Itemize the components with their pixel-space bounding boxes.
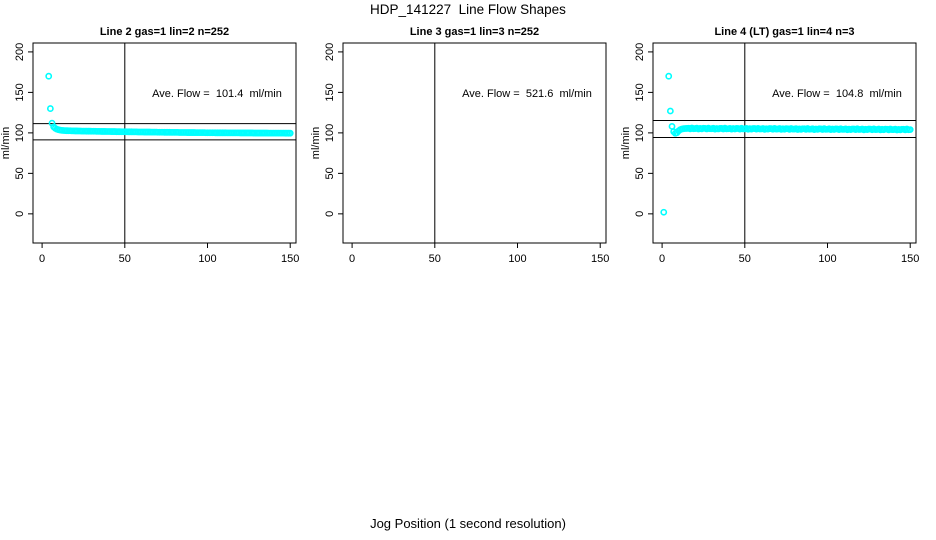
x-tick-label: 150 xyxy=(591,253,609,265)
ave-flow-annotation: Ave. Flow = 101.4 ml/min xyxy=(152,88,282,100)
y-axis-ticks: 0 50 100 150 200 xyxy=(634,43,653,217)
x-axis-ticks: 0 50 100 150 xyxy=(39,243,299,265)
panel-title: Line 2 gas=1 lin=2 n=252 xyxy=(99,26,230,38)
y-tick-label: 100 xyxy=(14,124,26,142)
y-tick-label: 200 xyxy=(634,43,646,61)
data-point xyxy=(666,107,674,115)
y-axis-ticks: 0 50 100 150 200 xyxy=(324,43,343,217)
x-axis-ticks: 0 50 100 150 xyxy=(659,243,919,265)
y-tick-label: 0 xyxy=(14,211,26,217)
data-points xyxy=(660,72,914,216)
data-point xyxy=(660,208,668,216)
main-title: HDP_141227 Line Flow Shapes xyxy=(370,2,566,17)
panel-title: Line 3 gas=1 lin=3 n=252 xyxy=(409,26,540,38)
x-tick-label: 150 xyxy=(281,253,299,265)
y-tick-label: 100 xyxy=(324,124,336,142)
ave-flow-annotation: Ave. Flow = 521.6 ml/min xyxy=(462,88,592,100)
x-tick-label: 0 xyxy=(349,253,355,265)
y-tick-label: 50 xyxy=(634,167,646,179)
x-axis-label: Jog Position (1 second resolution) xyxy=(370,516,566,531)
x-axis-ticks: 0 50 100 150 xyxy=(349,243,609,265)
data-point xyxy=(286,129,294,137)
data-points xyxy=(45,72,294,137)
y-axis-ticks: 0 50 100 150 200 xyxy=(14,43,33,217)
plot-box xyxy=(342,42,607,244)
x-tick-label: 50 xyxy=(429,253,441,265)
y-tick-label: 150 xyxy=(14,83,26,101)
x-tick-label: 0 xyxy=(659,253,665,265)
plot-box xyxy=(652,42,917,244)
y-tick-label: 0 xyxy=(324,211,336,217)
y-tick-label: 100 xyxy=(634,124,646,142)
x-tick-label: 100 xyxy=(198,253,216,265)
data-point xyxy=(906,126,914,134)
y-tick-label: 150 xyxy=(634,83,646,101)
data-point xyxy=(668,123,676,130)
x-tick-label: 50 xyxy=(119,253,131,265)
plot-box xyxy=(32,42,297,244)
panel-line-3: Line 3 gas=1 lin=3 n=252 ml/min Ave. Flo… xyxy=(310,0,622,290)
y-tick-label: 200 xyxy=(14,43,26,61)
x-tick-label: 0 xyxy=(39,253,45,265)
y-tick-label: 150 xyxy=(324,83,336,101)
panel-line-2: Line 2 gas=1 lin=2 n=252 ml/min Ave. Flo… xyxy=(0,0,312,290)
ave-flow-annotation: Ave. Flow = 104.8 ml/min xyxy=(772,88,902,100)
panel-title: Line 4 (LT) gas=1 lin=4 n=3 xyxy=(714,26,855,38)
data-point xyxy=(45,72,53,80)
plot-area-line-3: 0 50 100 150 0 50 100 150 200 xyxy=(324,42,609,265)
y-tick-label: 200 xyxy=(324,43,336,61)
y-tick-label: 50 xyxy=(14,167,26,179)
plot-area-line-2: 0 50 100 150 0 50 100 150 200 xyxy=(14,42,299,265)
data-point xyxy=(665,72,673,80)
x-tick-label: 100 xyxy=(508,253,526,265)
x-tick-label: 100 xyxy=(818,253,836,265)
y-tick-label: 0 xyxy=(634,211,646,217)
y-tick-label: 50 xyxy=(324,167,336,179)
x-tick-label: 150 xyxy=(901,253,919,265)
panel-line-4: Line 4 (LT) gas=1 lin=4 n=3 ml/min Ave. … xyxy=(620,0,932,290)
data-point xyxy=(46,105,54,112)
plot-area-line-4: 0 50 100 150 0 50 100 150 200 xyxy=(634,42,919,265)
x-tick-label: 50 xyxy=(739,253,751,265)
